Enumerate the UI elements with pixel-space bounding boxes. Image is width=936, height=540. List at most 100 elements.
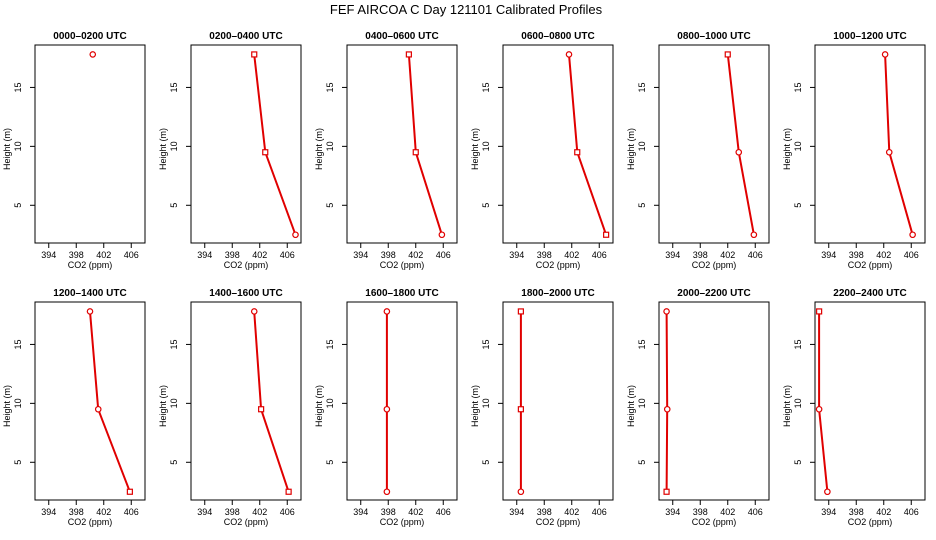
x-axis-label: CO2 (ppm) bbox=[224, 260, 269, 270]
y-tick-label: 5 bbox=[793, 203, 803, 208]
x-tick-label: 402 bbox=[564, 250, 579, 260]
y-tick-label: 15 bbox=[481, 339, 491, 349]
y-axis-label: Height (m) bbox=[782, 385, 792, 427]
y-axis-label: Height (m) bbox=[314, 385, 324, 427]
y-axis-label: Height (m) bbox=[470, 128, 480, 170]
x-tick-label: 394 bbox=[821, 507, 836, 517]
x-tick-label: 398 bbox=[693, 507, 708, 517]
x-axis-label: CO2 (ppm) bbox=[224, 517, 269, 527]
plot-frame bbox=[502, 44, 614, 244]
y-axis-label: Height (m) bbox=[782, 128, 792, 170]
panel-2: 0400–0600 UTC 394 398 402 406 CO2 (ppm) 5 10 15 H… bbox=[314, 31, 458, 270]
panel-title: 0200–0400 UTC bbox=[209, 31, 282, 42]
x-tick-label: 394 bbox=[509, 250, 524, 260]
plot-frame bbox=[346, 44, 458, 244]
x-tick-label: 398 bbox=[693, 250, 708, 260]
x-tick-label: 402 bbox=[876, 250, 891, 260]
y-axis-label: Height (m) bbox=[626, 128, 636, 170]
y-tick-label: 5 bbox=[13, 460, 23, 465]
data-point bbox=[412, 149, 419, 156]
x-tick-label: 398 bbox=[225, 250, 240, 260]
y-tick-label: 5 bbox=[169, 460, 179, 465]
y-tick-label: 15 bbox=[637, 339, 647, 349]
x-tick-label: 402 bbox=[720, 507, 735, 517]
profile-line bbox=[726, 54, 755, 235]
data-point bbox=[885, 148, 893, 156]
data-point bbox=[383, 488, 391, 496]
x-tick-label: 406 bbox=[124, 507, 139, 517]
plot-frame bbox=[190, 44, 302, 244]
x-tick-label: 406 bbox=[124, 250, 139, 260]
x-axis-label: CO2 (ppm) bbox=[68, 260, 113, 270]
y-axis-label: Height (m) bbox=[158, 385, 168, 427]
data-point bbox=[438, 231, 446, 239]
y-tick-label: 5 bbox=[481, 460, 491, 465]
data-point bbox=[517, 406, 524, 413]
x-tick-label: 398 bbox=[849, 250, 864, 260]
panel-title: 0400–0600 UTC bbox=[365, 31, 438, 42]
panel-6: 1200–1400 UTC 394 398 402 406 CO2 (ppm) 5 10 15 H… bbox=[2, 288, 146, 527]
y-axis-label: Height (m) bbox=[626, 385, 636, 427]
y-tick-label: 15 bbox=[13, 82, 23, 92]
data-point bbox=[663, 405, 671, 413]
x-axis-label: CO2 (ppm) bbox=[848, 517, 893, 527]
panel-10: 2000–2200 UTC 394 398 402 406 CO2 (ppm) 5 10 15 H… bbox=[626, 288, 770, 527]
panel-title: 0600–0800 UTC bbox=[521, 31, 594, 42]
data-point bbox=[881, 51, 889, 58]
x-tick-label: 406 bbox=[748, 250, 763, 260]
x-tick-label: 398 bbox=[537, 250, 552, 260]
x-axis-label: CO2 (ppm) bbox=[380, 517, 425, 527]
y-axis-label: Height (m) bbox=[158, 128, 168, 170]
x-tick-label: 406 bbox=[592, 250, 607, 260]
x-tick-label: 398 bbox=[69, 250, 84, 260]
y-tick-label: 15 bbox=[325, 339, 335, 349]
data-point bbox=[724, 51, 731, 58]
x-tick-label: 406 bbox=[904, 250, 919, 260]
y-tick-label: 5 bbox=[637, 203, 647, 208]
y-tick-label: 10 bbox=[13, 398, 23, 408]
x-axis-label: CO2 (ppm) bbox=[68, 517, 113, 527]
y-tick-label: 5 bbox=[481, 203, 491, 208]
data-point bbox=[663, 488, 670, 495]
y-tick-label: 5 bbox=[325, 460, 335, 465]
x-tick-label: 394 bbox=[353, 250, 368, 260]
panel-title: 1200–1400 UTC bbox=[53, 288, 126, 299]
y-axis-label: Height (m) bbox=[2, 385, 12, 427]
plot-frame bbox=[34, 44, 146, 244]
data-point bbox=[750, 231, 758, 239]
profile-line bbox=[407, 54, 443, 236]
plot-frame bbox=[658, 44, 770, 244]
plot-frame bbox=[658, 301, 770, 501]
panel-title: 2000–2200 UTC bbox=[677, 288, 750, 299]
data-point bbox=[250, 308, 258, 315]
profile-line bbox=[568, 54, 608, 236]
x-tick-label: 402 bbox=[564, 507, 579, 517]
data-point bbox=[517, 488, 525, 496]
y-tick-label: 10 bbox=[637, 141, 647, 151]
x-axis-label: CO2 (ppm) bbox=[536, 260, 581, 270]
plot-frame bbox=[346, 301, 458, 501]
x-tick-label: 398 bbox=[381, 507, 396, 517]
y-tick-label: 15 bbox=[793, 339, 803, 349]
plot-frame bbox=[814, 301, 926, 501]
data-point bbox=[517, 308, 524, 315]
panel-1: 0200–0400 UTC 394 398 402 406 CO2 (ppm) 5 10 15 H… bbox=[158, 31, 302, 270]
x-tick-label: 406 bbox=[904, 507, 919, 517]
x-tick-label: 394 bbox=[197, 250, 212, 260]
x-tick-label: 406 bbox=[748, 507, 763, 517]
y-tick-label: 5 bbox=[793, 460, 803, 465]
data-point bbox=[909, 231, 916, 239]
panel-3: 0600–0800 UTC 394 398 402 406 CO2 (ppm) 5 10 15 H… bbox=[470, 31, 614, 270]
data-point bbox=[735, 148, 743, 156]
x-tick-label: 402 bbox=[720, 250, 735, 260]
y-tick-label: 10 bbox=[169, 398, 179, 408]
data-point bbox=[86, 308, 94, 315]
x-tick-label: 402 bbox=[96, 250, 111, 260]
y-tick-label: 5 bbox=[169, 203, 179, 208]
x-tick-label: 394 bbox=[353, 507, 368, 517]
x-tick-label: 394 bbox=[509, 507, 524, 517]
x-tick-label: 406 bbox=[436, 507, 451, 517]
panel-title: 2200–2400 UTC bbox=[833, 288, 906, 299]
y-tick-label: 10 bbox=[481, 141, 491, 151]
